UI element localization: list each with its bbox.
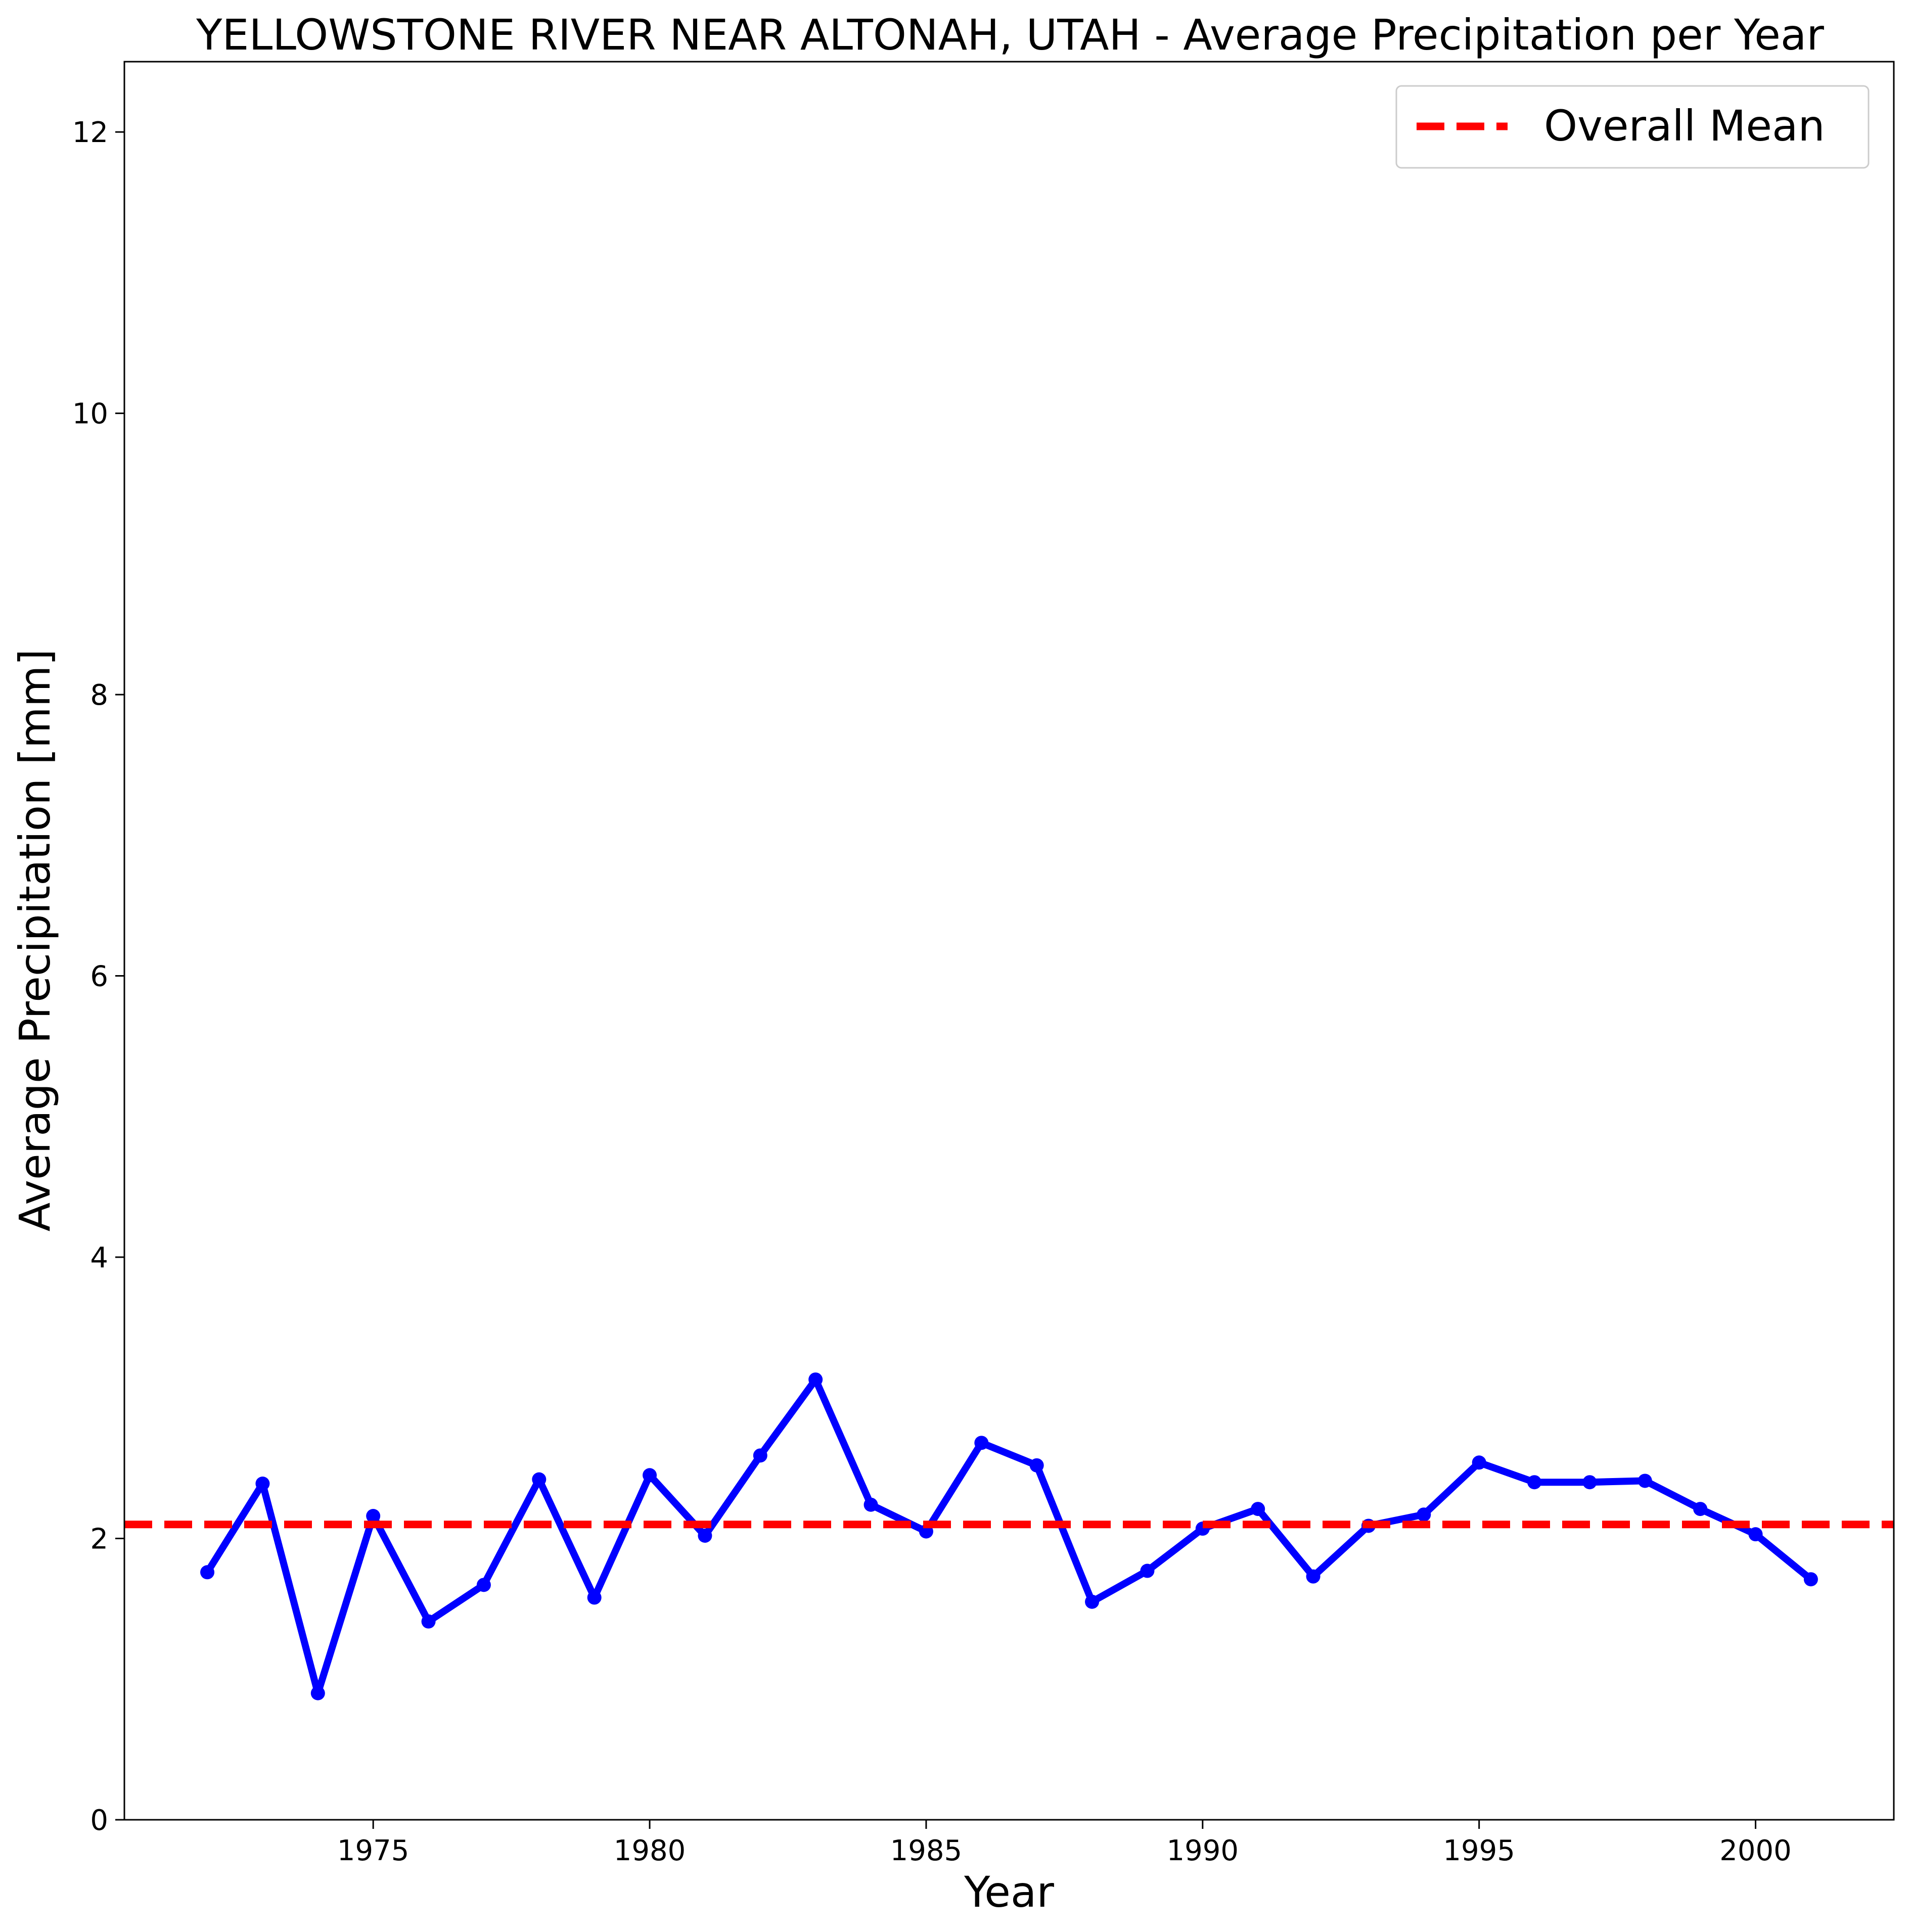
data-point [1251,1502,1265,1516]
y-tick-label: 4 [90,1241,108,1274]
y-tick-label: 2 [90,1523,108,1556]
data-point [1637,1474,1652,1488]
data-point [587,1590,602,1605]
plot-frame [123,61,1895,1821]
data-point [200,1565,215,1580]
y-tick-label: 12 [72,116,108,149]
data-point [366,1509,381,1524]
data-point [1306,1569,1321,1584]
data-point [255,1477,270,1491]
series-layer [124,1372,1894,1700]
data-point [1803,1572,1818,1587]
x-tick-label: 1990 [1167,1834,1239,1867]
data-point [1417,1507,1431,1522]
y-tick-label: 8 [90,679,108,712]
data-point [863,1497,878,1512]
y-axis-label: Average Precipitation [mm] [10,649,60,1232]
data-point [1029,1458,1044,1473]
x-axis-label: Year [964,1867,1054,1917]
data-point [476,1578,491,1592]
x-tick-label: 2000 [1719,1834,1792,1867]
x-tick-label: 1995 [1443,1834,1515,1867]
y-tick-label: 6 [90,960,108,993]
data-point [1527,1475,1542,1490]
x-tick-label: 1985 [890,1834,963,1867]
data-point [421,1614,436,1629]
legend-box [1395,85,1870,169]
y-tick-label: 0 [90,1804,108,1837]
data-point [808,1372,823,1387]
y-axis-ticks: 0 2 4 6 8 10 12 [72,116,124,1837]
data-point [974,1436,989,1450]
data-point [753,1448,767,1463]
series-line [204,1376,1814,1697]
x-tick-label: 1975 [337,1834,410,1867]
y-tick-label: 10 [72,398,108,431]
legend-mean-label: Overall Mean [1544,101,1825,151]
legend: Overall Mean [1395,85,1870,169]
data-point [643,1468,657,1483]
x-axis-ticks: 1975 1980 1985 1990 1995 2000 [337,1820,1792,1867]
data-point [532,1472,547,1487]
data-point [1748,1527,1763,1542]
data-point [1693,1502,1708,1516]
chart-title: YELLOWSTONE RIVER NEAR ALTONAH, UTAH - A… [196,10,1824,60]
data-point [1140,1563,1155,1578]
data-point [1472,1455,1486,1470]
data-point [310,1686,325,1700]
data-point [1085,1594,1100,1609]
x-tick-label: 1980 [614,1834,686,1867]
data-point [698,1528,712,1543]
data-point [1582,1475,1597,1490]
